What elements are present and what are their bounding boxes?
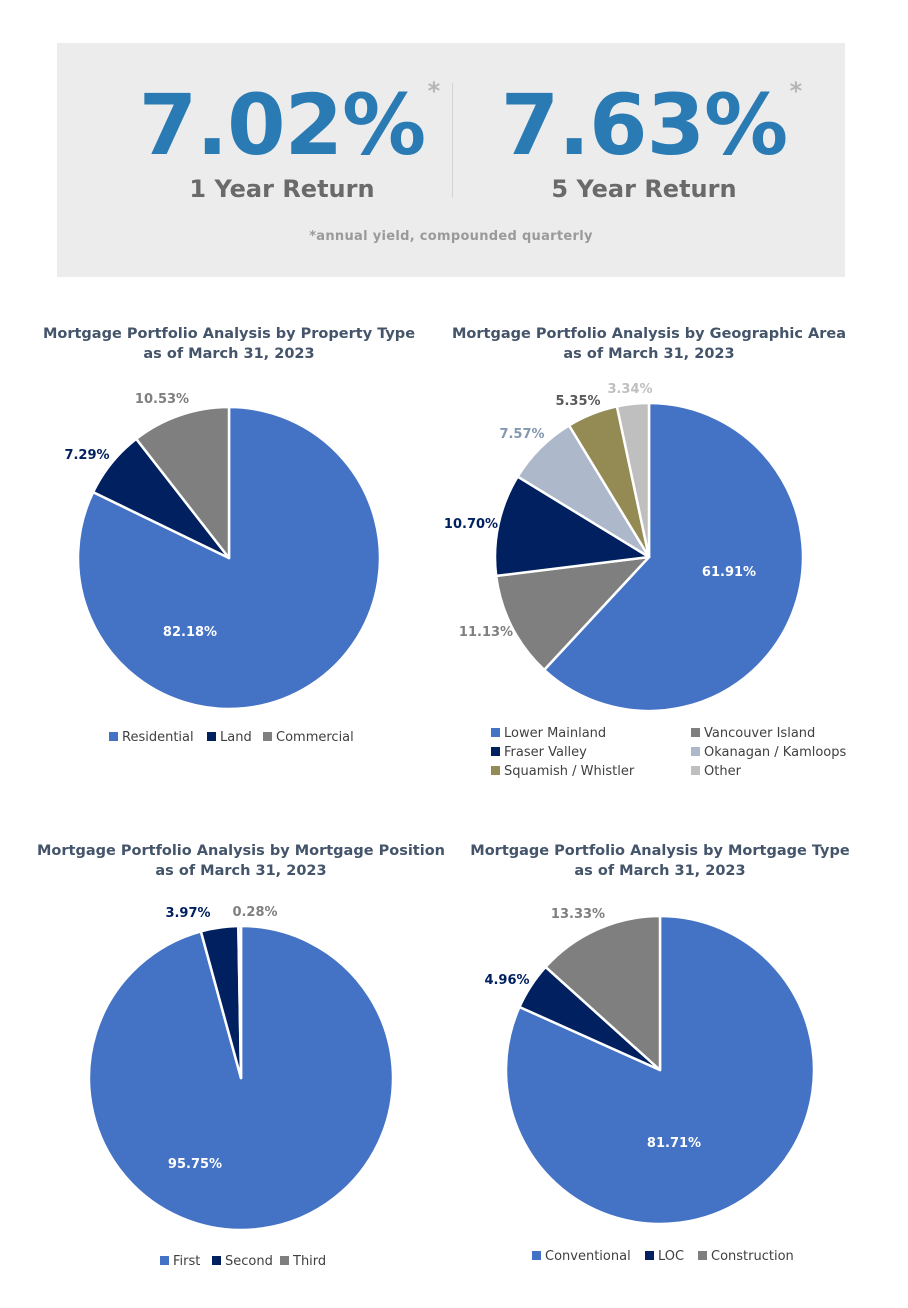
legend-swatch xyxy=(691,766,700,775)
data-label-vancouver-island: 11.13% xyxy=(459,625,513,640)
legend-item-loc: LOC xyxy=(645,1249,684,1264)
legend-label: Residential xyxy=(122,730,194,745)
chart-title-line: as of March 31, 2023 xyxy=(563,346,734,362)
chart-title-line: Mortgage Portfolio Analysis by Property … xyxy=(43,326,415,342)
data-label-residential: 82.18% xyxy=(163,625,217,640)
one-year-return: 7.02% * 1 Year Return xyxy=(117,76,447,203)
legend-item-fraser-valley: Fraser Valley xyxy=(491,745,587,760)
five-year-return: 7.63% * 5 Year Return xyxy=(479,76,809,203)
data-label-conventional: 81.71% xyxy=(647,1136,701,1151)
legend-item-third: Third xyxy=(280,1254,326,1269)
data-label-land: 7.29% xyxy=(64,448,109,463)
legend-label: Squamish / Whistler xyxy=(504,764,635,779)
legend-label: Vancouver Island xyxy=(704,726,815,741)
legend-swatch xyxy=(212,1256,221,1265)
returns-banner: 7.02% * 1 Year Return 7.63% * 5 Year Retur… xyxy=(57,43,845,277)
legend-item-squamish-whistler: Squamish / Whistler xyxy=(491,764,635,779)
data-label-fraser-valley: 10.70% xyxy=(444,517,498,532)
legend-item-okanagan-kamloops: Okanagan / Kamloops xyxy=(691,745,847,760)
data-label-other: 3.34% xyxy=(607,382,652,397)
data-label-third: 0.28% xyxy=(232,905,277,920)
data-label-loc: 4.96% xyxy=(484,973,529,988)
legend-swatch xyxy=(491,728,500,737)
legend-swatch xyxy=(160,1256,169,1265)
legend-label: Conventional xyxy=(545,1249,631,1264)
legend-swatch xyxy=(491,766,500,775)
legend-swatch xyxy=(263,732,272,741)
legend-item-commercial: Commercial xyxy=(263,730,354,745)
legend-swatch xyxy=(698,1251,707,1260)
one-year-return-label: 1 Year Return xyxy=(189,175,375,203)
asterisk-mark: * xyxy=(427,77,441,105)
legend-label: Land xyxy=(220,730,252,745)
legend-item-vancouver-island: Vancouver Island xyxy=(691,726,815,741)
legend-label: Fraser Valley xyxy=(504,745,587,760)
legend-swatch xyxy=(491,747,500,756)
legend-swatch xyxy=(691,747,700,756)
legend-item-land: Land xyxy=(207,730,252,745)
legend-label: Okanagan / Kamloops xyxy=(704,745,847,760)
data-label-squamish-whistler: 5.35% xyxy=(555,394,600,409)
data-label-commercial: 10.53% xyxy=(135,392,189,407)
legend-item-residential: Residential xyxy=(109,730,194,745)
chart-title-line: Mortgage Portfolio Analysis by Geographi… xyxy=(452,326,846,342)
data-label-construction: 13.33% xyxy=(551,907,605,922)
pie-slice-construction xyxy=(544,914,662,1072)
legend-swatch xyxy=(532,1251,541,1260)
pie-slice-third xyxy=(237,924,243,1080)
pie-slice-other xyxy=(615,401,651,559)
divider xyxy=(452,83,453,198)
data-label-second: 3.97% xyxy=(165,906,210,921)
legend-swatch xyxy=(109,732,118,741)
legend-label: Lower Mainland xyxy=(504,726,606,741)
legend-item-lower-mainland: Lower Mainland xyxy=(491,726,606,741)
five-year-return-value: 7.63% * xyxy=(500,76,802,174)
pie-slice-commercial xyxy=(134,405,231,560)
legend-label: Other xyxy=(704,764,742,779)
chart-title-line: as of March 31, 2023 xyxy=(143,346,314,362)
legend-swatch xyxy=(691,728,700,737)
legend-label: First xyxy=(173,1254,200,1269)
legend-item-construction: Construction xyxy=(698,1249,794,1264)
data-label-first: 95.75% xyxy=(168,1157,222,1172)
pie-slice-fraser-valley xyxy=(493,475,651,578)
chart-title-line: as of March 31, 2023 xyxy=(155,863,326,879)
legend-label: Commercial xyxy=(276,730,354,745)
data-label-okanagan-kamloops: 7.57% xyxy=(499,427,544,442)
chart-title-line: as of March 31, 2023 xyxy=(574,863,745,879)
legend-item-first: First xyxy=(160,1254,200,1269)
data-label-lower-mainland: 61.91% xyxy=(702,565,756,580)
legend-swatch xyxy=(645,1251,654,1260)
legend-label: LOC xyxy=(658,1249,684,1264)
pie-slice-lower-mainland xyxy=(542,401,805,713)
legend-label: Second xyxy=(225,1254,273,1269)
legend-item-other: Other xyxy=(691,764,742,779)
five-year-return-label: 5 Year Return xyxy=(551,175,737,203)
chart-title-line: Mortgage Portfolio Analysis by Mortgage … xyxy=(470,843,850,859)
footnote: *annual yield, compounded quarterly xyxy=(309,229,593,244)
legend-label: Construction xyxy=(711,1249,794,1264)
pie-slice-vancouver-island xyxy=(494,555,651,672)
one-year-return-value: 7.02% * xyxy=(138,76,440,174)
chart-title-line: Mortgage Portfolio Analysis by Mortgage … xyxy=(37,843,445,859)
legend-item-second: Second xyxy=(212,1254,273,1269)
legend-swatch xyxy=(207,732,216,741)
asterisk-mark: * xyxy=(789,77,803,105)
legend-item-conventional: Conventional xyxy=(532,1249,631,1264)
legend-label: Third xyxy=(292,1254,326,1269)
legend-swatch xyxy=(280,1256,289,1265)
